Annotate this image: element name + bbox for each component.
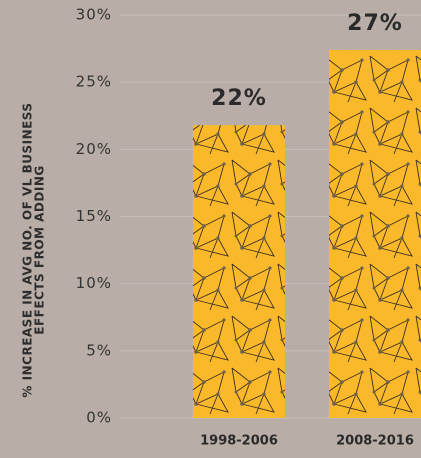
y-tick-label: 10% xyxy=(76,274,112,292)
y-axis-label-line: EFFECTS FROM ADDING xyxy=(33,165,47,334)
y-axis-label: % INCREASE IN AVG NO. OF VL BUSINESS EFF… xyxy=(21,102,47,397)
y-tick-label: 25% xyxy=(76,73,112,91)
bar-texture xyxy=(193,125,285,419)
y-tick-label: 15% xyxy=(76,207,112,225)
x-tick-label: 2008-2016 xyxy=(336,434,414,449)
y-tick-label: 20% xyxy=(76,140,112,158)
x-tick-label: 1998-2006 xyxy=(200,434,278,449)
y-tick-label: 30% xyxy=(76,6,112,24)
y-tick-label: 5% xyxy=(86,341,112,359)
y-tick-label: 0% xyxy=(86,409,112,427)
bar-texture xyxy=(329,49,421,418)
y-axis-label-line: % INCREASE IN AVG NO. OF VL BUSINESS xyxy=(21,102,35,397)
value-label: 27% xyxy=(347,11,403,36)
value-label: 22% xyxy=(211,86,267,111)
